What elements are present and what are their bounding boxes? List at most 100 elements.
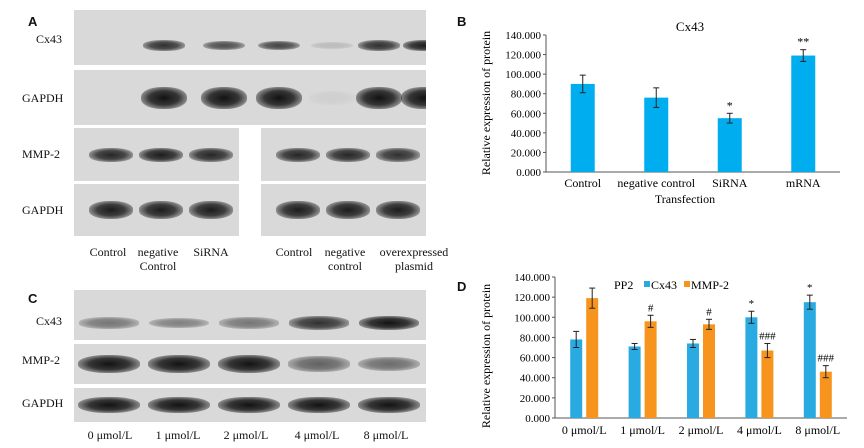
legend-label-mmp2: MMP-2 [691,278,729,292]
chart-b-y-tick-label: 120.000 [505,50,541,62]
blot-band [289,316,349,330]
chart-b-y-tick-label: 100.000 [505,69,541,81]
blot-a-gapdh-2-right [261,184,426,236]
blot-band [89,201,133,219]
blot-c-gapdh [74,388,426,422]
chart-d-bar-mmp2 [586,298,599,418]
blot-c-row-label-mmp2: MMP-2 [22,353,61,367]
chart-d-bar-mmp2 [644,321,657,418]
blot-a-row-label-mmp2: MMP-2 [22,147,61,161]
blot-band [143,40,185,51]
chart-d-significance-mark: * [749,298,755,310]
blot-band [218,355,280,373]
chart-b-significance-mark: ** [797,35,809,49]
blot-band [139,148,183,162]
chart-b-bar [791,55,816,172]
chart-d-significance-mark: ### [818,353,835,365]
chart-b-bar [644,97,669,172]
blot-a-lane-label: SiRNA [193,245,229,259]
blot-band [403,40,426,51]
legend-swatch-cx43 [644,281,650,287]
blot-band [218,397,280,413]
chart-d-significance-mark: # [706,306,712,318]
blot-band [78,355,140,373]
blot-c-lane-label: 1 μmol/L [155,428,201,442]
chart-d-bar-mmp2 [761,350,774,418]
chart-b-x-axis-label: Transfection [655,192,715,206]
chart-d-x-tick-label: 8 μmol/L [795,423,840,437]
chart-b-x-tick-label: mRNA [786,176,821,190]
chart-b-y-tick-label: 60.000 [511,108,542,120]
chart-b-x-tick-label: SiRNA [712,176,748,190]
blot-band [148,355,210,373]
legend-label-cx43: Cx43 [651,278,677,292]
chart-b-significance-mark: * [727,98,733,112]
blot-a-gapdh-2-left [74,184,239,236]
blot-band [258,40,300,51]
blot-c-cx43 [74,290,426,340]
blot-band [78,397,140,413]
chart-d-bar-cx43 [570,339,583,418]
blot-a-row-label-gapdh-2: GAPDH [22,203,64,217]
blot-a-mmp2-right [261,128,426,181]
blot-band [311,41,353,50]
blot-c-lane-label: 2 μmol/L [223,428,269,442]
blot-a-lane-label: overexpressed plasmid [379,245,449,273]
blot-a-lane-label: Control [275,245,313,259]
panel-c-letter: C [28,291,38,306]
blot-a-lane-label: negative control [324,245,366,273]
blot-c-lane-label: 0 μmol/L [87,428,133,442]
blot-band [358,397,420,413]
blot-band [219,317,279,329]
chart-d-y-tick-label: 0.000 [525,413,550,425]
chart-d-y-tick-label: 80.000 [520,332,551,344]
chart-b-y-tick-label: 140.000 [505,30,541,42]
blot-band [203,40,245,51]
blot-band [358,356,420,372]
chart-d-significance-mark: # [648,302,654,314]
panel-a-letter: A [28,14,38,29]
blot-band [326,148,370,162]
blot-band [276,148,320,162]
chart-d-title: PP2 [614,278,633,292]
blot-band [309,91,355,105]
chart-b-y-tick-label: 40.000 [511,128,542,140]
chart-b-bar [570,83,595,172]
chart-d-pp2: Relative expression of protein PP2 Cx43 … [479,272,847,437]
blot-band [79,317,139,329]
chart-d-y-tick-label: 100.000 [514,312,550,324]
blot-band [149,317,209,329]
chart-d-significance-mark: * [807,282,813,294]
chart-d-x-tick-label: 4 μmol/L [737,423,782,437]
blot-a-mmp2-left [74,128,239,181]
chart-b-y-tick-label: 80.000 [511,89,542,101]
blot-a-lane-label: Control [89,245,127,259]
chart-b-y-axis-label: Relative expression of protein [479,31,493,175]
chart-b-y-tick-label: 20.000 [511,147,542,159]
chart-d-bar-mmp2 [703,324,715,418]
blot-c-lane-label: 8 μmol/L [363,428,409,442]
blot-band [376,148,420,162]
blot-band [326,201,370,219]
chart-d-bar-cx43 [745,317,758,418]
blot-c-lane-label: 4 μmol/L [294,428,340,442]
chart-d-bar-mmp2 [819,371,832,418]
chart-d-x-tick-label: 0 μmol/L [562,423,607,437]
chart-d-y-tick-label: 60.000 [520,353,551,365]
blot-band [141,87,187,109]
blot-c-row-label-cx43: Cx43 [36,314,63,328]
blot-band [376,201,420,219]
blot-band [356,87,402,109]
blot-band [358,40,400,51]
blot-band [288,356,350,372]
blot-a-row-label-cx43: Cx43 [36,32,63,46]
blot-band [359,316,419,330]
chart-d-y-tick-label: 140.000 [514,272,550,284]
chart-d-x-tick-label: 1 μmol/L [620,423,665,437]
chart-b-title: Cx43 [676,19,704,34]
blot-band [139,201,183,219]
chart-d-y-axis-label: Relative expression of protein [479,284,493,428]
chart-d-significance-mark: ### [759,330,776,342]
chart-d-bar-cx43 [628,346,641,418]
chart-d-bar-cx43 [803,302,816,418]
